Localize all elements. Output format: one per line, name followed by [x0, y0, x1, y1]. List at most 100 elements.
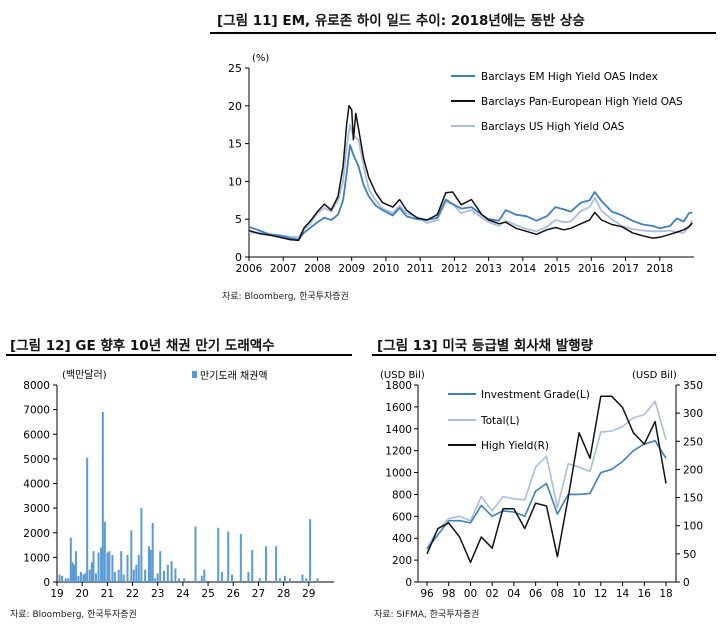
x-tick-label: 12 [594, 588, 607, 600]
figure-11-title: [그림 11] EM, 유로존 하이 일드 추이: 2018년에는 동반 상승 [217, 13, 585, 29]
series-line [426, 439, 667, 550]
left-tick-label: 200 [392, 555, 412, 567]
x-tick-label: 2015 [544, 263, 571, 275]
y-tick-label: 5000 [23, 454, 50, 466]
bar [305, 578, 308, 582]
y-unit-label: (%) [252, 53, 269, 64]
left-tick-label: 1600 [385, 402, 412, 414]
bar [103, 521, 106, 582]
bar [108, 551, 111, 582]
right-tick-label: 350 [683, 380, 703, 392]
series-line [248, 105, 693, 242]
bar [239, 534, 242, 582]
x-tick-label: 08 [551, 588, 564, 600]
x-tick-label: 10 [572, 588, 585, 600]
bar [283, 575, 286, 582]
y-tick-label: 7000 [23, 405, 50, 417]
bar [77, 575, 80, 582]
bar [144, 569, 147, 582]
series-line [248, 144, 693, 241]
bar [71, 562, 74, 582]
x-tick-label: 00 [464, 588, 477, 600]
right-tick-label: 150 [683, 493, 703, 505]
bar [113, 572, 116, 582]
bar [309, 519, 312, 582]
x-tick-label: 02 [485, 588, 498, 600]
bar [174, 568, 177, 582]
bar [288, 578, 291, 582]
left-tick-label: 1000 [385, 468, 412, 480]
legend-label: Barclays US High Yield OAS [481, 121, 625, 133]
bar [132, 569, 135, 582]
bar [82, 574, 85, 582]
y-tick-label: 4000 [23, 479, 50, 491]
legend-swatch [192, 371, 197, 378]
bar [84, 573, 87, 582]
right-tick-label: 50 [683, 549, 696, 561]
bar [64, 578, 67, 582]
right-tick-label: 0 [683, 577, 690, 589]
right-tick-label: 250 [683, 436, 703, 448]
figure-13-title: [그림 13] 미국 등급별 회사채 발행량 [377, 338, 594, 354]
bar [258, 578, 261, 582]
left-tick-label: 400 [392, 533, 412, 545]
y-tick-label: 0 [235, 251, 242, 264]
x-tick-label: 23 [151, 588, 164, 600]
figure-11-title-rule [210, 32, 716, 34]
bar [227, 531, 230, 582]
legend-label: Investment Grade(L) [481, 389, 590, 401]
legend-label: Total(L) [480, 415, 520, 427]
bar [251, 550, 254, 582]
bar [101, 412, 104, 582]
figure-13-source: 자료: SIFMA, 한국투자증권 [374, 610, 480, 620]
x-tick-label: 2011 [407, 263, 434, 275]
left-tick-label: 1200 [385, 446, 412, 458]
bar [111, 554, 114, 582]
right-tick-label: 100 [683, 521, 703, 533]
legend-label: 만기도래 채권액 [200, 370, 268, 382]
legend-label: Barclays EM High Yield OAS Index [481, 71, 658, 83]
series-line [426, 395, 667, 564]
x-tick-label: 06 [529, 588, 543, 600]
x-tick-label: 04 [507, 588, 521, 600]
left-tick-label: 0 [405, 577, 412, 589]
bar [156, 573, 159, 582]
x-tick-label: 14 [616, 588, 630, 600]
bar [231, 574, 233, 582]
bar [316, 578, 319, 582]
x-tick-label: 2014 [509, 263, 536, 275]
bar [147, 546, 150, 582]
bar [79, 572, 82, 582]
x-tick-label: 2013 [475, 263, 502, 275]
bar [275, 546, 278, 582]
bar [151, 522, 154, 582]
x-tick-label: 98 [442, 588, 455, 600]
bar [194, 526, 197, 582]
bar [100, 547, 103, 582]
y-tick-label: 2000 [23, 528, 50, 540]
y-tick-label: 6000 [23, 429, 50, 441]
bar [217, 527, 220, 582]
bar [92, 551, 95, 582]
x-tick-label: 2012 [441, 263, 468, 275]
bar [163, 570, 165, 582]
bar [122, 574, 125, 582]
x-tick-label: 2017 [612, 263, 639, 275]
x-tick-label: 26 [227, 588, 241, 600]
y-tick-label: 15 [228, 138, 242, 151]
left-tick-label: 1800 [385, 380, 412, 392]
left-tick-label: 800 [392, 489, 412, 501]
bar [159, 551, 162, 582]
series-line [426, 400, 667, 549]
y-tick-label: 20 [228, 100, 242, 113]
bar [61, 575, 63, 582]
bar [220, 572, 223, 582]
right-tick-label: 300 [683, 408, 703, 420]
bar [137, 554, 140, 582]
y-tick-label: 0 [43, 577, 50, 589]
bar [247, 572, 250, 582]
figure-12-source: 자료: Bloomberg, 한국투자증권 [10, 610, 137, 620]
